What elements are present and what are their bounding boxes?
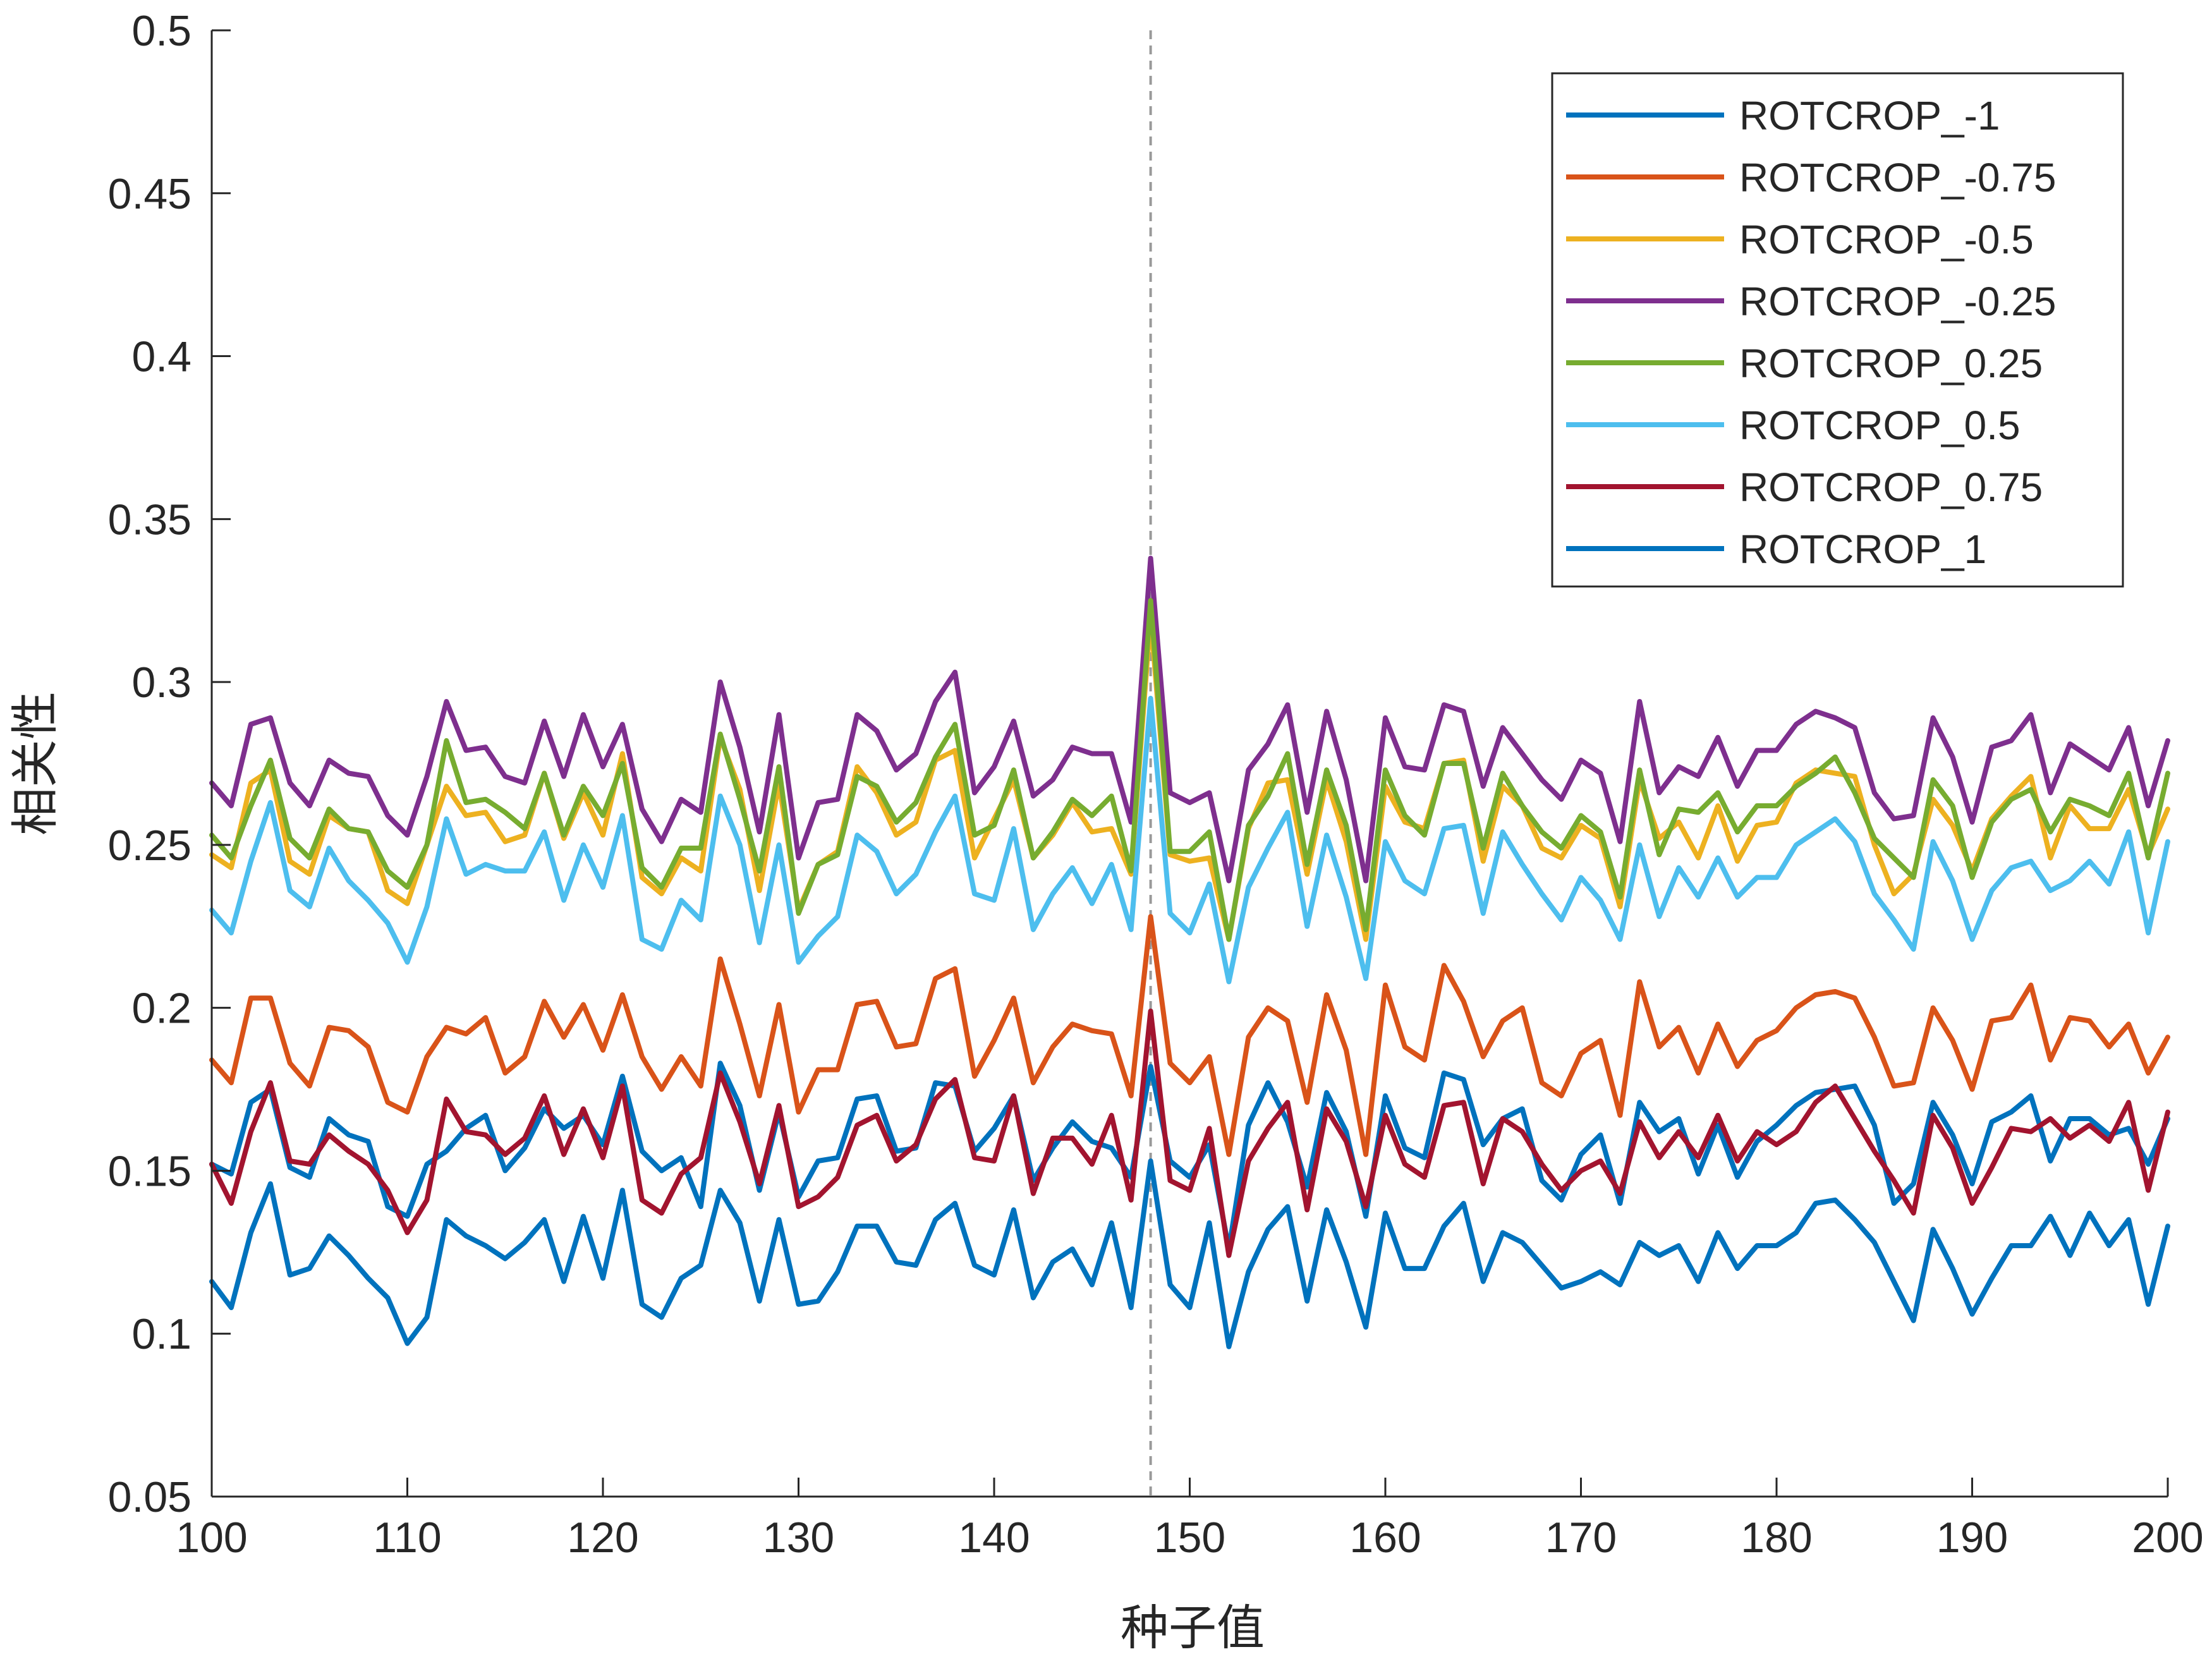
x-tick-label: 110 xyxy=(373,1514,441,1562)
x-axis-label: 种子值 xyxy=(1121,1601,1265,1655)
y-tick-label: 0.25 xyxy=(108,822,191,870)
y-axis-label: 相关性 xyxy=(9,691,63,836)
y-tick-label: 0.2 xyxy=(131,985,191,1033)
x-tick-label: 130 xyxy=(763,1514,834,1562)
y-tick-label: 0.1 xyxy=(131,1310,191,1358)
series-line-3 xyxy=(209,556,2170,884)
legend-label-2: ROTCROP_-0.5 xyxy=(1739,217,2034,262)
series-line-4 xyxy=(209,598,2170,942)
y-tick-label: 0.5 xyxy=(131,7,191,55)
y-axis-ticks: 0.05 0.1 0.15 0.2 0.25 0.3 0.35 0.4 0.45 0.5 xyxy=(108,7,231,1521)
series-line-7 xyxy=(209,1158,2170,1349)
x-tick-label: 190 xyxy=(1936,1514,2008,1562)
series-line-0 xyxy=(209,1060,2170,1252)
series-layer xyxy=(209,556,2170,1349)
legend-label-4: ROTCROP_0.25 xyxy=(1739,341,2043,386)
x-tick-label: 140 xyxy=(958,1514,1030,1562)
y-tick-label: 0.35 xyxy=(108,495,191,544)
x-axis-ticks: 100 110 120 130 140 150 160 170 180 190 200 xyxy=(176,1478,2204,1562)
x-tick-label: 160 xyxy=(1349,1514,1421,1562)
legend-box xyxy=(1551,72,2124,588)
y-tick-label: 0.4 xyxy=(131,333,191,381)
legend-label-7: ROTCROP_1 xyxy=(1739,526,1986,572)
series-line-1 xyxy=(209,914,2170,1157)
x-tick-label: 200 xyxy=(2132,1514,2203,1562)
legend-label-6: ROTCROP_0.75 xyxy=(1739,465,2043,510)
x-tick-label: 180 xyxy=(1741,1514,1812,1562)
y-tick-label: 0.3 xyxy=(131,659,191,707)
plot-area: 100 110 120 130 140 150 160 170 180 190 200 0.050.… xyxy=(108,7,2204,1562)
y-tick-label: 0.45 xyxy=(108,170,191,218)
series-line-6 xyxy=(209,1008,2170,1258)
legend: ROTCROP_-1 ROTCROP_-0.75 ROTCROP_-0.5 ROTCR… xyxy=(1551,72,2124,588)
x-tick-label: 150 xyxy=(1154,1514,1225,1562)
legend-label-5: ROTCROP_0.5 xyxy=(1739,403,2021,448)
x-tick-label: 100 xyxy=(176,1514,247,1562)
legend-label-0: ROTCROP_-1 xyxy=(1739,93,2000,138)
legend-label-3: ROTCROP_-0.25 xyxy=(1739,279,2056,324)
y-tick-label: 0.05 xyxy=(108,1473,191,1521)
x-tick-label: 120 xyxy=(567,1514,638,1562)
series-line-5 xyxy=(209,695,2170,985)
legend-items: ROTCROP_-1 ROTCROP_-0.75 ROTCROP_-0.5 ROTCR… xyxy=(1566,93,2056,572)
y-tick-label: 0.15 xyxy=(108,1147,191,1195)
x-tick-label: 170 xyxy=(1545,1514,1617,1562)
legend-label-1: ROTCROP_-0.75 xyxy=(1739,155,2056,200)
